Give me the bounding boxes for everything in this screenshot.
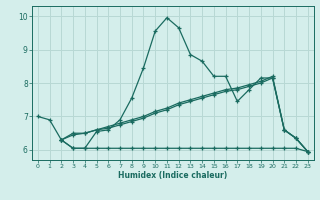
X-axis label: Humidex (Indice chaleur): Humidex (Indice chaleur) bbox=[118, 171, 228, 180]
